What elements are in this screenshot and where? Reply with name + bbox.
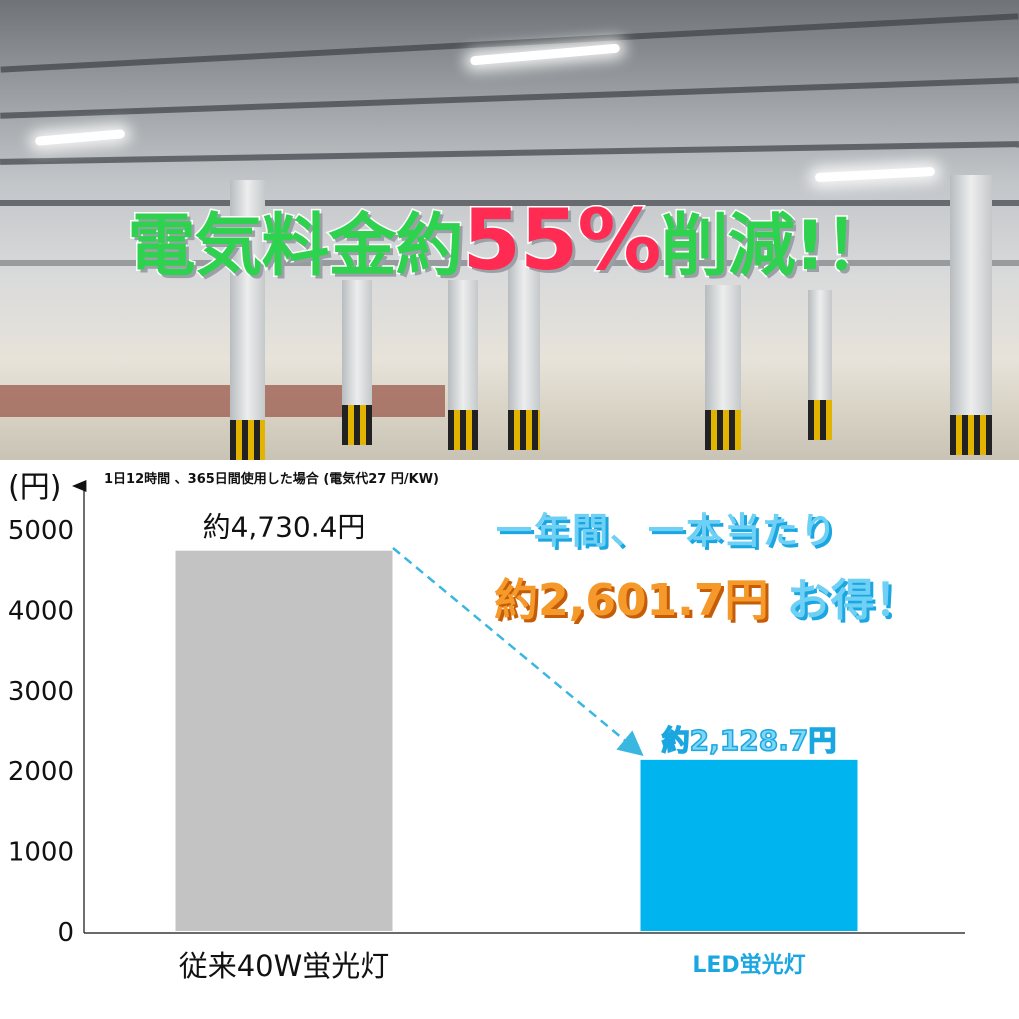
headline: 電気料金約55%削減!！: [0, 190, 1019, 291]
savings-suffix: お得！: [786, 574, 920, 627]
y-tick-label: 1000: [8, 838, 74, 868]
y-tick-label: 2000: [8, 757, 74, 787]
data-label-led: 約2,128.7円: [662, 724, 837, 757]
warehouse-photo: 電気料金約55%削減!！: [0, 0, 1019, 460]
bar-conventional: [175, 550, 393, 931]
savings-amount: 約2,601.7円: [493, 574, 770, 627]
dashed-arrow: [392, 547, 644, 756]
data-label-conventional: 約4,730.4円: [203, 511, 366, 544]
callout-savings: 約2,601.7円 お得！: [493, 564, 920, 628]
y-tick-label: 0: [57, 918, 74, 948]
category-label-led: LED蛍光灯: [692, 952, 805, 978]
y-tick-label: 4000: [8, 596, 74, 626]
category-label-conventional: 従来40W蛍光灯: [179, 949, 390, 983]
y-tick-label: 5000: [8, 516, 74, 546]
chart-condition-note: 1日12時間 、365日間使用した場合 (電気代27 円/KW): [104, 472, 439, 487]
headline-highlight: 55%: [461, 190, 663, 291]
headline-part1: 電気料金約: [126, 206, 465, 288]
y-tick-label: 3000: [8, 677, 74, 707]
headline-part2: 削減!！: [659, 206, 894, 288]
callout-line1: 一年間、一本当たり: [495, 510, 839, 553]
y-axis-unit: (円): [8, 470, 62, 505]
bar-led: [640, 759, 858, 931]
